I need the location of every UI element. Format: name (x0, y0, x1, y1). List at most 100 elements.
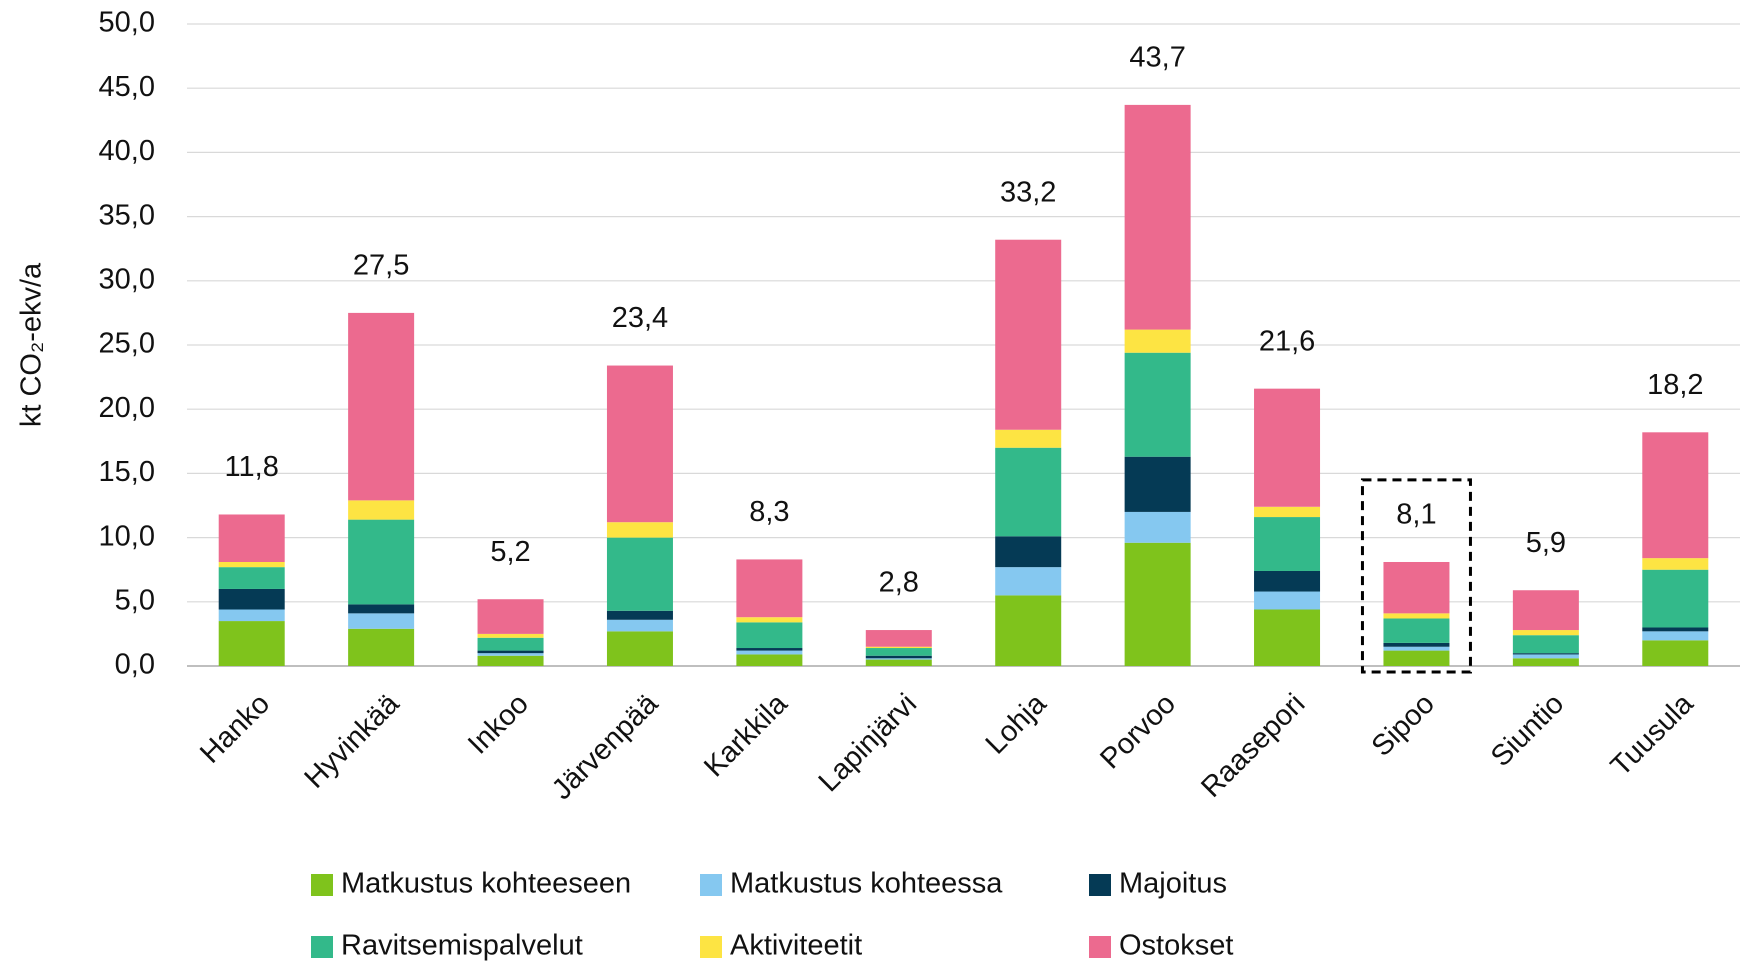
legend-label: Ravitsemispalvelut (341, 930, 583, 962)
x-tick-label: Hyvinkää (299, 687, 407, 795)
legend-label: Majoitus (1119, 868, 1227, 900)
bar-segment (736, 559, 803, 618)
x-tick-label: Raasepori (1195, 688, 1311, 804)
y-tick-label: 25,0 (99, 328, 155, 360)
legend-swatch (311, 936, 333, 958)
bar-segment (865, 658, 932, 660)
bar-segment (606, 631, 673, 666)
y-tick-label: 45,0 (99, 71, 155, 103)
bar-segment (865, 648, 932, 656)
x-tick-label: Järvenpää (546, 687, 665, 806)
bar-segment (218, 609, 285, 622)
bar-segment (1642, 627, 1709, 632)
bar-segment (348, 312, 415, 501)
bar-segment (1642, 631, 1709, 641)
legend-label: Aktiviteetit (730, 930, 862, 962)
bar-segment (477, 599, 544, 634)
bar-segment (477, 637, 544, 651)
total-label: 2,8 (879, 567, 919, 599)
bar-segment (995, 595, 1062, 666)
bar-segment (1512, 654, 1579, 659)
bar-segment (736, 654, 803, 666)
bar-segment (218, 561, 285, 568)
legend-swatch (1089, 936, 1111, 958)
legend-swatch (311, 874, 333, 896)
y-tick-label: 20,0 (99, 392, 155, 424)
bar-segment (995, 536, 1062, 568)
bar-segment (1383, 646, 1450, 651)
bar-segment (995, 447, 1062, 537)
bar-segment (1642, 432, 1709, 559)
bar-segment (218, 588, 285, 610)
y-tick-label: 15,0 (99, 456, 155, 488)
bar-segment (1124, 456, 1191, 512)
bar-segment (477, 653, 544, 656)
bar-segment (606, 610, 673, 620)
x-tick-label: Karkkila (698, 687, 794, 783)
bar-segment (218, 621, 285, 666)
total-label: 5,9 (1526, 527, 1566, 559)
bar-segment (606, 522, 673, 538)
bar-segment (1383, 618, 1450, 643)
x-tick-label: Hanko (194, 688, 276, 770)
total-label: 27,5 (353, 250, 409, 282)
x-tick-label: Porvoo (1094, 688, 1182, 776)
y-tick-label: 30,0 (99, 263, 155, 295)
bar-segment (1512, 658, 1579, 666)
y-tick-label: 0,0 (115, 649, 155, 681)
legend-label: Matkustus kohteeseen (341, 868, 631, 900)
total-label: 8,1 (1396, 499, 1436, 531)
bar-segment (606, 365, 673, 523)
x-tick-label: Tuusula (1605, 687, 1700, 782)
bar-segment (348, 613, 415, 629)
total-label: 18,2 (1647, 369, 1703, 401)
bar-segment (218, 514, 285, 562)
bar-segment (995, 567, 1062, 596)
x-tick-label: Lapinjärvi (813, 688, 923, 798)
bar-segment (348, 604, 415, 614)
bar-segment (348, 500, 415, 520)
bar-segment (865, 659, 932, 666)
legend-label: Matkustus kohteessa (730, 868, 1003, 900)
y-tick-label: 40,0 (99, 135, 155, 167)
bar-segment (1124, 352, 1191, 457)
y-tick-label: 5,0 (115, 584, 155, 616)
bar-segment (1512, 630, 1579, 636)
bar-segment (1642, 558, 1709, 570)
bar-segment (1642, 640, 1709, 666)
x-tick-label: Inkoo (462, 688, 535, 761)
bar-segment (477, 655, 544, 666)
legend-label: Ostokset (1119, 930, 1233, 962)
bar-segment (1383, 613, 1450, 619)
bar-segment (1254, 570, 1321, 592)
bar-segment (477, 633, 544, 638)
total-label: 8,3 (749, 496, 789, 528)
x-tick-label: Lohja (980, 687, 1053, 760)
legend-swatch (1089, 874, 1111, 896)
total-label: 33,2 (1000, 176, 1056, 208)
total-label: 5,2 (490, 536, 530, 568)
bar-segment (1254, 591, 1321, 610)
bar-segment (736, 650, 803, 655)
bar-segment (606, 619, 673, 632)
bar-segment (736, 617, 803, 623)
bar-segment (348, 628, 415, 666)
highlight-box (1360, 478, 1472, 674)
bar-segment (736, 622, 803, 649)
bar-segment (1383, 642, 1450, 647)
legend-swatch (700, 936, 722, 958)
bar-segment (1512, 653, 1579, 655)
bar-segment (1254, 388, 1321, 507)
legend-swatch (700, 874, 722, 896)
total-label: 23,4 (612, 302, 668, 334)
bar-segment (1124, 511, 1191, 543)
x-tick-label: Siuntio (1485, 688, 1570, 773)
bar-segment (995, 429, 1062, 448)
bar-segment (1124, 329, 1191, 353)
bar-segment (995, 239, 1062, 430)
bar-segment (1383, 561, 1450, 614)
x-tick-label: Sipoo (1366, 688, 1441, 763)
bar-segment (1254, 517, 1321, 571)
bar-segment (865, 655, 932, 659)
